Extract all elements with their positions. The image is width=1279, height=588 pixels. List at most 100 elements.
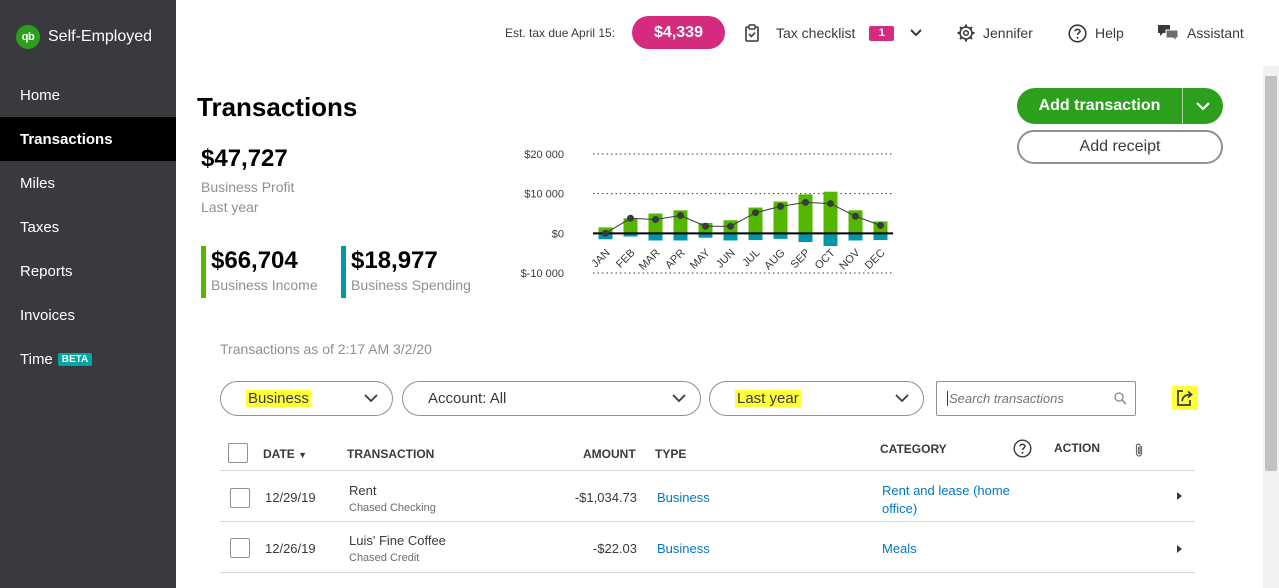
assistant-button[interactable]: Assistant [1157, 23, 1244, 43]
transaction-name: Rent [349, 483, 377, 498]
chart-bar-spending [698, 233, 713, 238]
sidebar-item-label: Taxes [20, 218, 60, 236]
period-filter-value: Last year [735, 390, 801, 407]
search-icon[interactable] [1114, 392, 1127, 405]
est-tax-label: Est. tax due April 15: [505, 26, 616, 40]
row-checkbox[interactable] [230, 538, 250, 558]
sidebar: qb Self-Employed Home Transactions Miles… [0, 0, 176, 588]
sidebar-item-label: Invoices [20, 306, 76, 324]
tax-checklist-button[interactable]: Tax checklist 1 [744, 23, 930, 43]
scrollbar-thumb[interactable] [1265, 76, 1277, 471]
column-type: TYPE [655, 447, 687, 461]
account-filter-value: Account: All [428, 390, 507, 407]
add-transaction-button[interactable]: Add transaction [1017, 88, 1223, 124]
chart-y-tick-label: $-10 000 [521, 268, 564, 280]
row-category-link[interactable]: Meals [882, 541, 917, 556]
chat-bubbles-icon [1158, 25, 1179, 42]
column-category: CATEGORY [880, 442, 947, 456]
sidebar-item-home[interactable]: Home [0, 73, 176, 117]
row-date: 12/29/19 [265, 490, 316, 505]
sidebar-item-taxes[interactable]: Taxes [0, 205, 176, 249]
sidebar-item-transactions[interactable]: Transactions [0, 117, 176, 161]
row-transaction: Luis' Fine Coffee Chased Credit [349, 533, 446, 564]
chart-profit-point [702, 222, 709, 230]
table-row[interactable]: 12/29/19 Rent Chased Checking -$1,034.73… [220, 471, 1195, 522]
row-amount: -$1,034.73 [574, 490, 637, 505]
sidebar-item-label: Reports [20, 262, 73, 280]
user-name-label: Jennifer [983, 25, 1033, 41]
chart-profit-point [777, 202, 784, 210]
chart-x-tick-label: NOV [837, 247, 863, 273]
chart-x-tick-label: JUL [740, 247, 762, 269]
sidebar-item-label: Transactions [20, 130, 113, 148]
chart-profit-point [727, 222, 734, 230]
chart-x-tick-label: FEB [614, 247, 638, 271]
top-bar: Est. tax due April 15: $4,339 Tax checkl… [176, 0, 1279, 66]
est-tax-amount-button[interactable]: $4,339 [632, 16, 725, 49]
sidebar-item-reports[interactable]: Reports [0, 249, 176, 293]
column-date-label: DATE [263, 447, 295, 461]
business-spending-label: Business Spending [351, 277, 471, 293]
add-receipt-button[interactable]: Add receipt [1017, 130, 1223, 164]
add-transaction-dropdown[interactable] [1183, 101, 1223, 111]
chevron-down-icon[interactable] [910, 29, 923, 37]
chart-bar-spending [823, 233, 838, 247]
chart-bar-spending [673, 233, 688, 241]
column-transaction: TRANSACTION [347, 447, 435, 461]
sidebar-item-time[interactable]: Time BETA [0, 337, 176, 381]
row-type-link[interactable]: Business [657, 541, 710, 556]
brand-name: Self-Employed [48, 28, 153, 45]
category-help-icon[interactable] [1013, 439, 1032, 461]
chevron-down-icon [895, 394, 909, 403]
column-date[interactable]: DATE ▼ [263, 447, 307, 461]
brand[interactable]: qb Self-Employed [16, 25, 152, 49]
transactions-table: DATE ▼ TRANSACTION AMOUNT TYPE CATEGORY … [220, 434, 1195, 573]
period-filter-dropdown[interactable]: Last year [709, 381, 924, 416]
sidebar-item-invoices[interactable]: Invoices [0, 293, 176, 337]
page-scrollbar[interactable] [1263, 66, 1279, 588]
transactions-as-of: Transactions as of 2:17 AM 3/2/20 [220, 341, 432, 357]
tax-checklist-label: Tax checklist [776, 25, 856, 41]
type-filter-dropdown[interactable]: Business [220, 381, 393, 416]
column-action: ACTION [1054, 441, 1100, 455]
chart-profit-point [652, 215, 659, 223]
business-spending-amount: $18,977 [351, 247, 438, 274]
chart-bar-spending [723, 233, 738, 241]
transaction-account: Chased Checking [349, 502, 436, 514]
expand-row-icon[interactable] [1177, 492, 1182, 500]
paperclip-icon [1134, 442, 1144, 461]
chart-profit-point [802, 198, 809, 206]
row-category-link[interactable]: Rent and lease (home office) [882, 483, 1010, 516]
chart-profit-point [877, 221, 884, 229]
sidebar-item-miles[interactable]: Miles [0, 161, 176, 205]
help-label: Help [1095, 25, 1124, 41]
chart-profit-point [827, 200, 834, 208]
chart-profit-point [602, 229, 609, 237]
expand-row-icon[interactable] [1177, 545, 1182, 553]
business-income-stat: $66,704 Business Income [201, 246, 318, 298]
chart-bar-income [823, 191, 838, 234]
row-checkbox[interactable] [230, 488, 250, 508]
table-header: DATE ▼ TRANSACTION AMOUNT TYPE CATEGORY … [220, 434, 1195, 471]
column-amount: AMOUNT [583, 447, 636, 461]
chart-x-tick-label: SEP [789, 247, 813, 271]
type-filter-value: Business [246, 390, 311, 407]
row-type-link[interactable]: Business [657, 490, 710, 505]
account-filter-dropdown[interactable]: Account: All [402, 381, 701, 416]
chart-bar-income [773, 201, 788, 234]
chart-profit-point [627, 214, 634, 222]
chart-x-tick-label: MAR [637, 247, 663, 273]
export-button[interactable] [1172, 386, 1198, 410]
chart-profit-point [752, 209, 759, 217]
row-amount: -$22.03 [592, 541, 637, 556]
sidebar-nav: Home Transactions Miles Taxes Reports In… [0, 73, 176, 381]
table-row[interactable]: 12/26/19 Luis' Fine Coffee Chased Credit… [220, 522, 1195, 573]
chart-x-tick-label: OCT [813, 247, 838, 272]
select-all-checkbox[interactable] [228, 443, 248, 463]
sort-down-icon: ▼ [298, 450, 308, 460]
user-menu-button[interactable]: Jennifer [957, 23, 1033, 43]
search-input[interactable] [947, 391, 1107, 406]
help-button[interactable]: Help [1068, 23, 1124, 43]
transaction-name: Luis' Fine Coffee [349, 533, 446, 548]
